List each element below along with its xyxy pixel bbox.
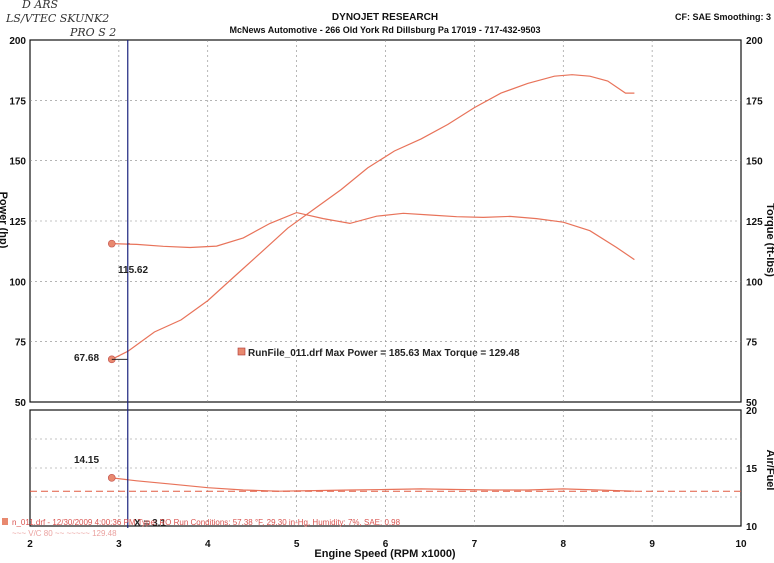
rpm-tick-label: 9 bbox=[649, 539, 655, 550]
power-tick-label: 50 bbox=[15, 398, 27, 409]
rpm-tick-label: 10 bbox=[735, 539, 747, 550]
shop-info: McNews Automotive - 266 Old York Rd Dill… bbox=[230, 25, 541, 35]
afr-axis-label: Air/Fuel bbox=[764, 450, 774, 491]
report-title: DYNOJET RESEARCH bbox=[332, 12, 438, 23]
afr-start-marker bbox=[107, 474, 116, 482]
torque-tick-label: 175 bbox=[746, 96, 763, 107]
torque-curve bbox=[111, 211, 635, 261]
power-axis-ticks: 50 75 100 125 150 175 200 bbox=[9, 36, 26, 409]
rpm-tick-label: 2 bbox=[27, 539, 33, 550]
rpm-axis-label: Engine Speed (RPM x1000) bbox=[314, 548, 456, 560]
torque-tick-label: 150 bbox=[746, 157, 763, 168]
run-info-line-2: ~~~ V/C 80 ~~ ~~~~~ 129.48 bbox=[12, 529, 117, 538]
torque-tick-label: 125 bbox=[746, 217, 763, 228]
handwritten-note-1: D ARS bbox=[21, 0, 59, 11]
rpm-tick-label: 5 bbox=[294, 539, 300, 550]
run-swatch bbox=[2, 518, 8, 525]
power-tick-label: 175 bbox=[9, 96, 26, 107]
rpm-axis-ticks: 2 3 4 5 6 7 8 9 10 bbox=[27, 539, 747, 550]
torque-start-label: 115.62 bbox=[118, 265, 148, 276]
afr-tick-label: 20 bbox=[746, 406, 758, 417]
torque-tick-label: 50 bbox=[746, 398, 758, 409]
rpm-tick-label: 4 bbox=[205, 539, 211, 550]
power-tick-label: 100 bbox=[9, 277, 26, 288]
cursor-readout: X = 3.1 bbox=[134, 518, 166, 529]
rpm-tick-label: 8 bbox=[560, 539, 566, 550]
power-tick-label: 150 bbox=[9, 157, 26, 168]
afr-tick-label: 15 bbox=[746, 464, 758, 475]
power-axis-label: Power (hp) bbox=[0, 192, 9, 249]
power-start-label: 67.68 bbox=[74, 353, 99, 364]
afr-start-label: 14.15 bbox=[74, 455, 99, 466]
main-grid bbox=[30, 40, 741, 402]
handwritten-note-3: PRO S 2 bbox=[69, 26, 116, 39]
torque-start-marker bbox=[107, 239, 116, 248]
afr-grid bbox=[30, 410, 741, 526]
torque-axis-label: Torque (ft-lbs) bbox=[764, 203, 774, 277]
legend-swatch bbox=[237, 347, 246, 356]
torque-tick-label: 100 bbox=[746, 277, 763, 288]
torque-tick-label: 75 bbox=[746, 338, 758, 349]
handwritten-note-2: LS/VTEC SKUNK2 bbox=[5, 12, 109, 25]
rpm-tick-label: 3 bbox=[116, 539, 122, 550]
power-tick-label: 125 bbox=[9, 217, 26, 228]
power-tick-label: 75 bbox=[15, 338, 27, 349]
run-legend: RunFile_011.drf Max Power = 185.63 Max T… bbox=[248, 348, 520, 359]
run-info-line-1: n_011.drf - 12/30/2009 4:00:36 PM Type: … bbox=[12, 518, 401, 527]
rpm-tick-label: 6 bbox=[383, 539, 389, 550]
afr-axis-ticks: 10 15 20 bbox=[746, 406, 758, 533]
series-layer bbox=[30, 74, 741, 492]
power-tick-label: 200 bbox=[9, 36, 26, 47]
power-curve bbox=[111, 74, 635, 360]
torque-tick-label: 200 bbox=[746, 36, 763, 47]
afr-curve bbox=[111, 477, 635, 492]
afr-tick-label: 10 bbox=[746, 522, 758, 533]
torque-axis-ticks: 50 75 100 125 150 175 200 bbox=[746, 36, 763, 409]
rpm-tick-label: 7 bbox=[472, 539, 478, 550]
correction-factor: CF: SAE Smoothing: 3 bbox=[675, 12, 771, 22]
